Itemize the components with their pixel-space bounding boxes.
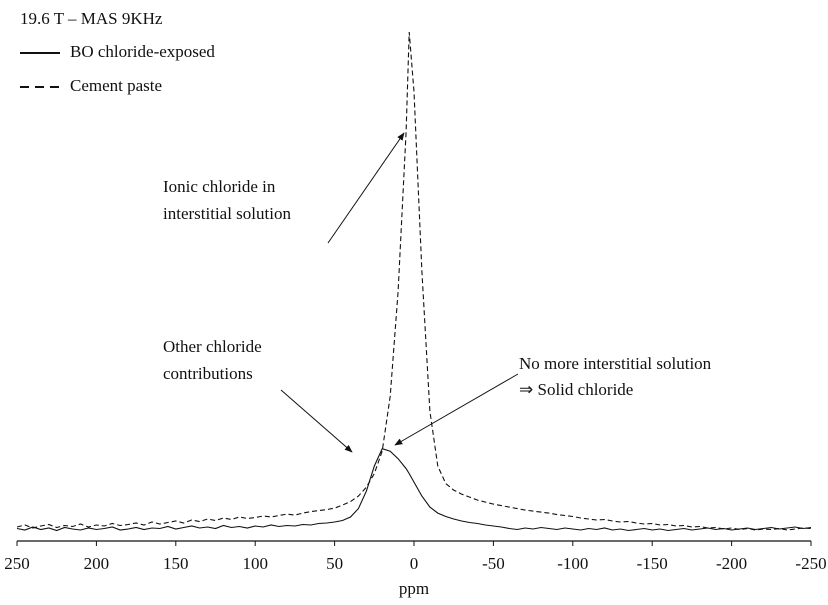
x-tick-label: -100 [557,554,588,573]
annotation: interstitial solution [163,204,291,223]
series-line [16,448,812,532]
x-tick-label: 200 [84,554,110,573]
x-tick-label: -150 [637,554,668,573]
x-tick-label: -50 [482,554,505,573]
annotation: Ionic chloride in [163,177,276,196]
x-tick-label: 50 [326,554,343,573]
x-tick-label: 150 [163,554,189,573]
x-tick-label: -200 [716,554,747,573]
x-tick-label: 0 [410,554,419,573]
x-tick-label: 100 [242,554,268,573]
annotation: Other chloride [163,337,262,356]
annotation: contributions [163,364,253,383]
annotation: No more interstitial solution [519,354,712,373]
annotation-arrow [327,132,405,244]
legend-label: BO chloride-exposed [70,42,215,61]
legend-label: Cement paste [70,76,162,95]
annotation-arrow [280,389,353,453]
annotation-arrow [394,373,519,446]
x-axis-label: ppm [399,579,429,598]
series-line [16,31,812,531]
x-tick-label: -250 [795,554,826,573]
legend-title: 19.6 T – MAS 9KHz [20,9,163,28]
x-tick-label: 250 [4,554,30,573]
annotation: ⇒ Solid chloride [519,380,633,399]
